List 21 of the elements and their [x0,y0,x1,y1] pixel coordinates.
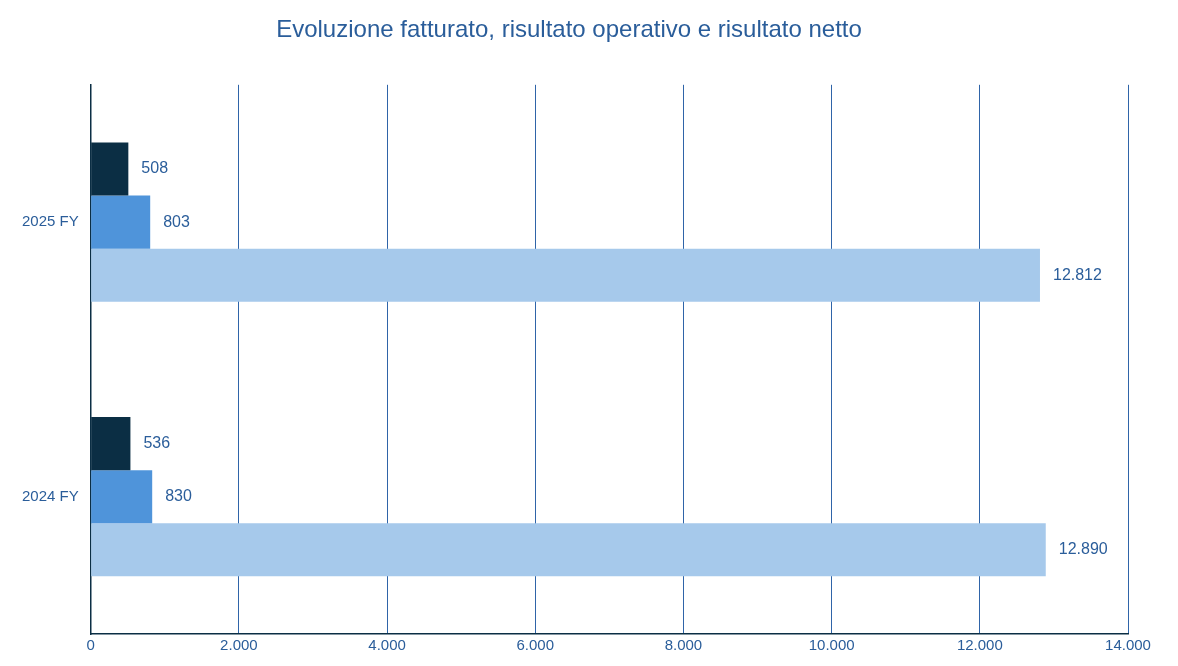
x-tick-label: 2.000 [220,636,258,654]
data-label: 12.812 [1052,265,1103,283]
x-tick-label: 0 [86,636,95,654]
y-tick-label: 2024 FY [21,486,79,504]
bar [91,195,151,249]
x-tick-label: 12.000 [956,636,1003,654]
x-tick-label: 14.000 [1105,636,1151,654]
data-label: 536 [143,434,171,452]
data-label: 803 [163,212,190,230]
data-label: 12.890 [1058,540,1108,558]
bar [91,470,153,524]
chart-title: Evoluzione fatturato, risultato operativo e risultato netto [276,15,862,43]
x-tick-label: 8.000 [664,636,703,654]
x-tick-label: 10.000 [808,636,855,654]
x-tick-label: 6.000 [516,636,555,654]
bar [91,523,1046,577]
x-tick-label: 4.000 [368,636,406,654]
data-label: 508 [141,159,169,177]
bar [91,248,1040,302]
data-label: 830 [165,487,192,505]
y-tick-label: 2025 FY [21,212,79,230]
